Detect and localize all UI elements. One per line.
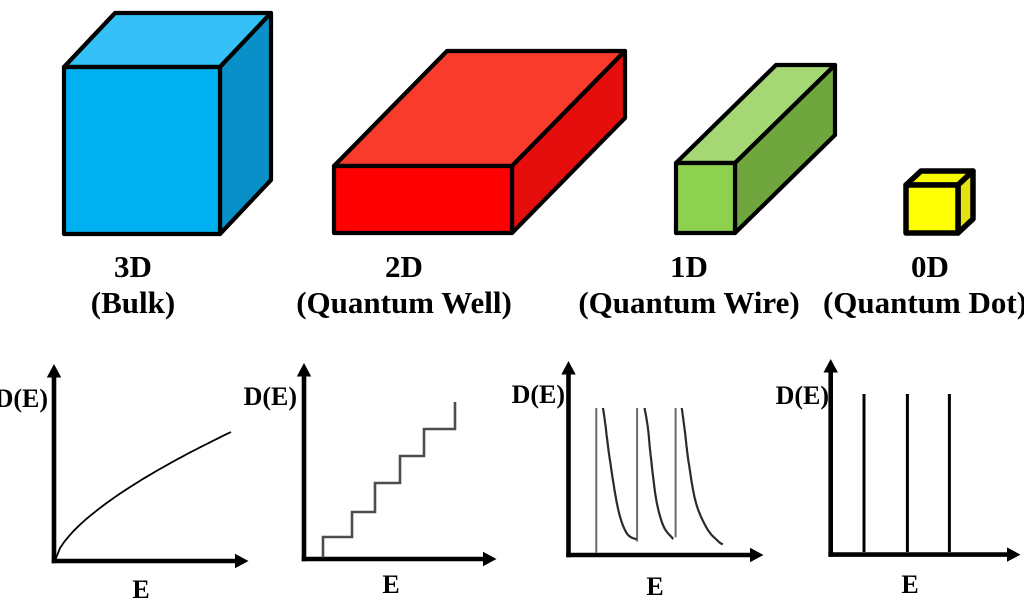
svg-text:(Quantum Wire): (Quantum Wire): [578, 285, 799, 320]
svg-text:D(E): D(E): [776, 381, 829, 410]
svg-text:D(E): D(E): [244, 382, 297, 411]
svg-text:E: E: [382, 570, 399, 599]
svg-text:D(E): D(E): [0, 384, 48, 413]
svg-text:E: E: [901, 570, 918, 599]
svg-text:3D: 3D: [114, 249, 152, 284]
svg-text:(Quantum Well): (Quantum Well): [296, 285, 512, 320]
svg-text:E: E: [132, 575, 149, 600]
svg-text:(Bulk): (Bulk): [91, 285, 175, 320]
svg-text:(Quantum Dot): (Quantum Dot): [823, 285, 1024, 320]
svg-text:E: E: [646, 572, 663, 600]
svg-text:0D: 0D: [911, 249, 949, 284]
svg-text:1D: 1D: [670, 249, 708, 284]
svg-text:2D: 2D: [385, 249, 423, 284]
svg-text:D(E): D(E): [512, 380, 565, 409]
